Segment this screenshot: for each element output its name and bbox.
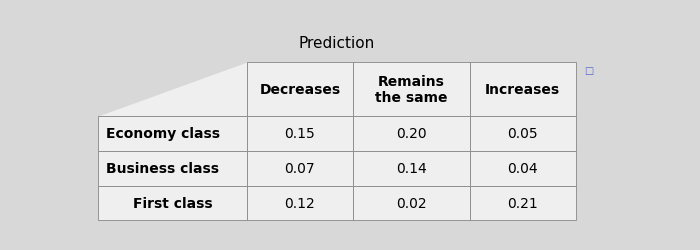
Text: Prediction: Prediction xyxy=(299,36,375,51)
Text: □: □ xyxy=(584,66,593,76)
